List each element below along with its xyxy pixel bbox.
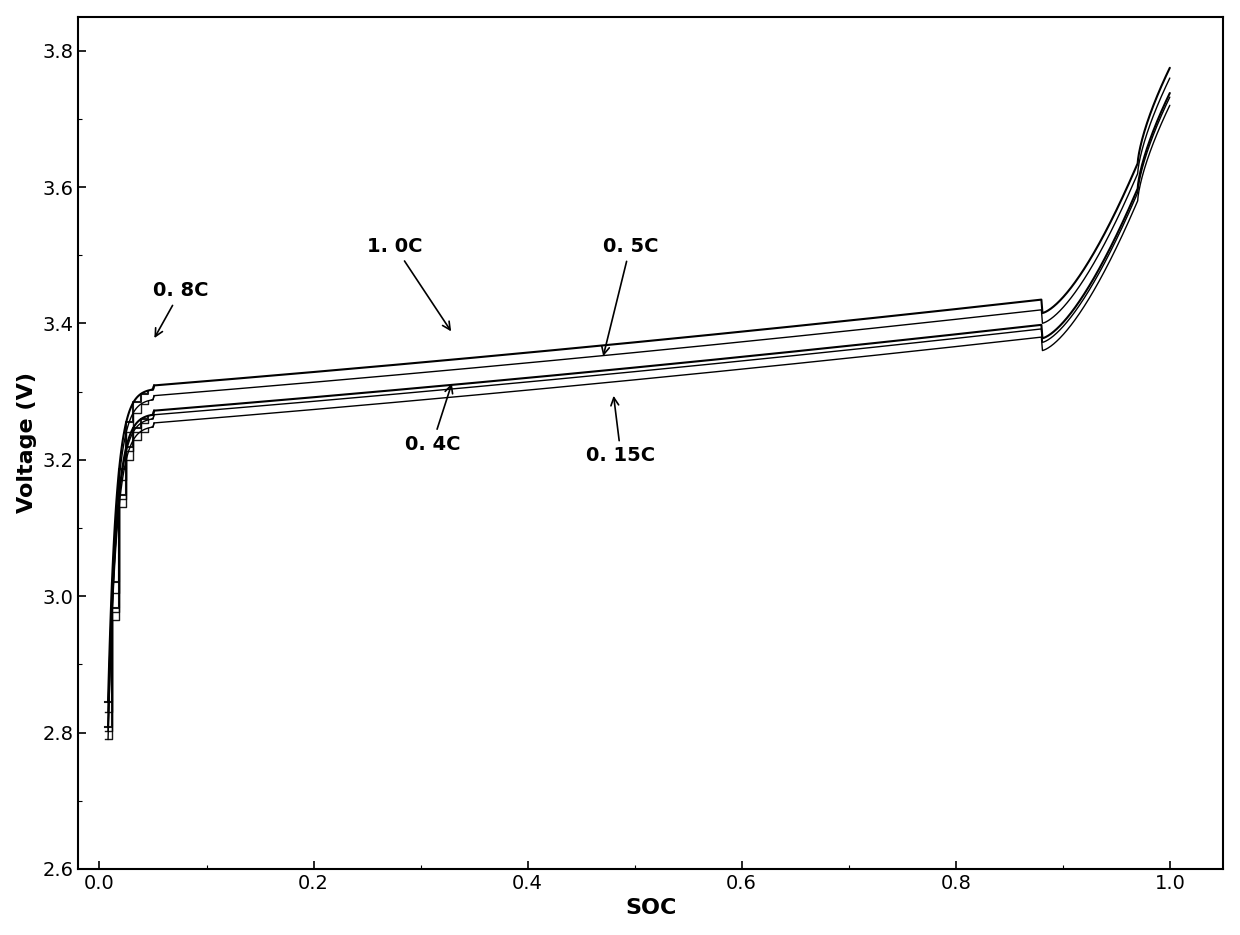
- Text: 0. 4C: 0. 4C: [404, 385, 460, 453]
- Y-axis label: Voltage (V): Voltage (V): [16, 372, 37, 513]
- Text: 0. 8C: 0. 8C: [153, 281, 208, 337]
- Text: 0. 15C: 0. 15C: [587, 397, 656, 466]
- Text: 0. 5C: 0. 5C: [601, 237, 658, 354]
- X-axis label: SOC: SOC: [625, 899, 676, 918]
- Text: 1. 0C: 1. 0C: [367, 237, 450, 330]
